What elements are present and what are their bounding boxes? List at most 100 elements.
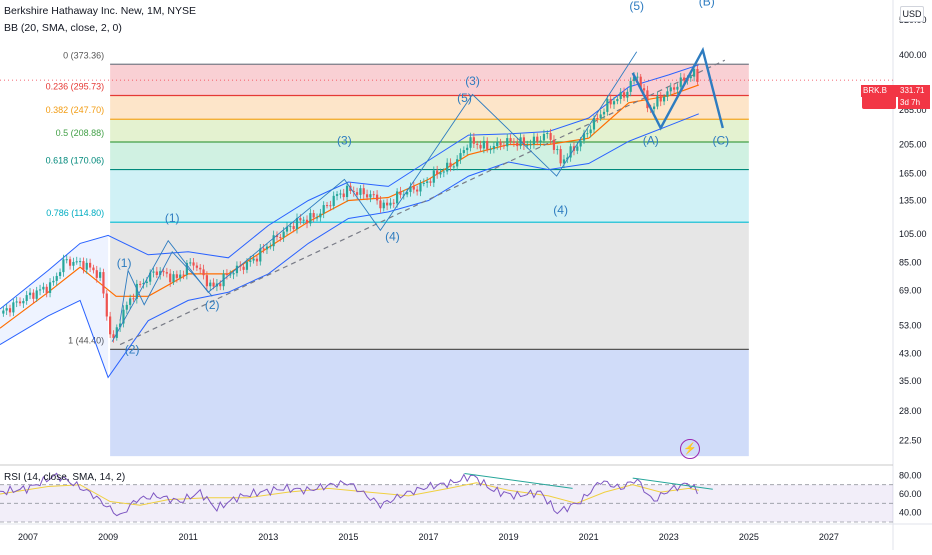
price-tick-label: 265.00 [899, 105, 927, 115]
candle-body [559, 149, 562, 164]
fib-level-label: 0.786 (114.80) [46, 208, 104, 218]
candle-body [496, 141, 499, 147]
candle-body [606, 98, 609, 112]
candle-body [8, 308, 12, 313]
candle-body [319, 213, 322, 218]
candle-body [586, 133, 589, 135]
rsi-divergence-line [632, 477, 713, 490]
candle-body [212, 282, 215, 287]
year-tick-label: 2015 [338, 532, 358, 542]
year-tick-label: 2023 [659, 532, 679, 542]
candle-body [489, 149, 492, 151]
indicator-legend[interactable]: BB (20, SMA, close, 2, 0) [4, 22, 122, 34]
candle-body [619, 92, 622, 99]
candle-body [262, 248, 265, 250]
bollinger-lower-band [0, 113, 699, 379]
candle-body [95, 270, 98, 278]
candle-body [696, 68, 699, 82]
price-tick-label: 400.00 [899, 50, 927, 60]
candle-body [48, 282, 52, 293]
candle-body [242, 266, 245, 270]
candle-body [342, 193, 345, 198]
candle-body [105, 293, 108, 317]
candle-body [412, 186, 415, 190]
candle-body [449, 162, 452, 167]
candle-body [679, 77, 682, 87]
candle-body [666, 91, 669, 97]
lightning-icon[interactable]: ⚡ [680, 439, 700, 459]
price-tick-label: 22.50 [899, 435, 922, 445]
dashed-trendline [119, 59, 726, 346]
candle-body [235, 265, 239, 274]
candle-body [229, 274, 232, 276]
candle-body [522, 137, 526, 146]
fib-zone [110, 142, 749, 170]
candle-body [392, 202, 395, 204]
candle-body [62, 259, 65, 273]
candle-body [89, 262, 92, 268]
candle-body [65, 259, 68, 261]
candle-body [359, 188, 362, 195]
fib-level-label: 0.618 (170.06) [46, 156, 105, 166]
candle-body [2, 310, 5, 314]
fib-level-label: 1 (44.40) [68, 335, 104, 345]
candle-body [165, 272, 168, 274]
rsi-ma-line [0, 482, 699, 506]
candle-body [22, 300, 25, 304]
candle-body [195, 265, 198, 268]
candle-body [189, 262, 192, 264]
candle-body [179, 274, 182, 278]
candle-body [159, 271, 162, 276]
candle-body [82, 261, 85, 270]
price-tick-label: 85.00 [899, 257, 922, 267]
rsi-tick-label: 40.00 [899, 508, 922, 518]
candle-body [652, 106, 656, 110]
year-tick-label: 2019 [499, 532, 519, 542]
rsi-line [0, 472, 698, 517]
candle-body [462, 150, 465, 154]
candle-body [199, 267, 202, 270]
candle-body [192, 262, 195, 266]
candle-body [552, 139, 556, 150]
candle-body [299, 218, 302, 221]
candle-body [422, 182, 425, 184]
candle-body [285, 226, 289, 232]
candle-body [225, 273, 229, 275]
candle-body [526, 144, 529, 146]
candle-body [152, 271, 155, 273]
candle-body [139, 283, 142, 285]
candle-body [289, 226, 292, 228]
candle-body [122, 309, 125, 324]
candle-body [612, 101, 616, 105]
candle-body [509, 138, 512, 142]
wave-label: (4) [385, 230, 400, 244]
candle-body [182, 274, 185, 276]
candle-body [569, 146, 572, 158]
candle-body [295, 218, 299, 230]
time-axis: 2007 2009 2011 2013 2015 2017 2019 2021 2023 2025… [0, 523, 932, 542]
candle-body [209, 282, 212, 287]
candle-body [255, 258, 259, 262]
candle-body [185, 262, 188, 275]
candle-body [55, 275, 58, 281]
rsi-pane: 80.00 60.00 40.00 [0, 464, 922, 523]
candle-body [609, 98, 612, 105]
candle-body [419, 183, 422, 192]
candle-body [129, 298, 132, 305]
candle-body [502, 145, 505, 147]
currency-button[interactable]: USD [900, 6, 924, 22]
candle-body [355, 192, 359, 195]
candle-body [339, 193, 342, 195]
candle-body [292, 226, 295, 230]
fib-zone [110, 169, 749, 223]
candle-body [372, 194, 375, 196]
candle-body [352, 190, 355, 193]
candle-body [566, 157, 569, 160]
candle-body [302, 219, 305, 221]
candle-body [275, 235, 279, 237]
rsi-legend[interactable]: RSI (14, close, SMA, 14, 2) [4, 472, 126, 483]
candle-body [576, 146, 579, 151]
candle-body [345, 185, 349, 198]
